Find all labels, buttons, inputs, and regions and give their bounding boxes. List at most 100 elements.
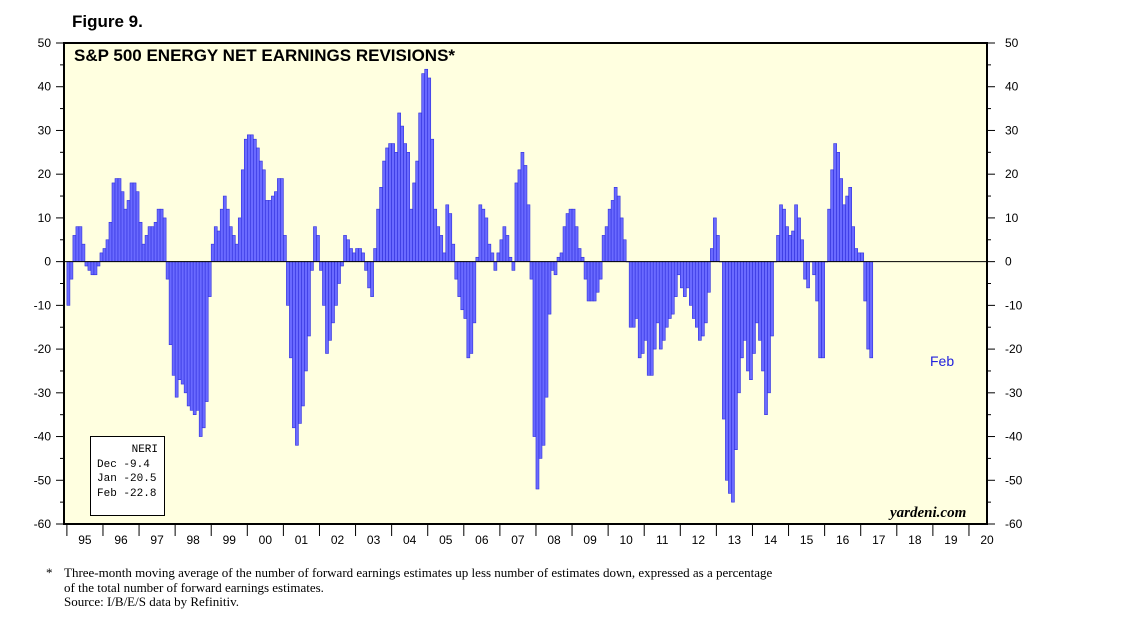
x-tick-label: 15 — [800, 533, 814, 547]
bar — [292, 261, 296, 429]
bar — [256, 147, 260, 262]
bar — [616, 195, 621, 262]
footnote-line: Source: I/B/E/S data by Refinitiv. — [64, 594, 239, 609]
bar — [508, 256, 513, 262]
bar — [707, 261, 711, 293]
bar — [481, 208, 486, 262]
bar — [403, 143, 407, 262]
plot-frame — [63, 42, 988, 525]
bar — [192, 261, 197, 415]
bar — [183, 261, 188, 394]
bar — [189, 261, 194, 411]
legend-value: -20.5 — [123, 473, 157, 485]
x-tick-label: 03 — [367, 533, 381, 547]
bar — [640, 261, 645, 354]
legend-row: Dec -9.4 — [97, 458, 158, 473]
bar — [213, 226, 218, 262]
bar — [695, 261, 699, 328]
bar — [562, 226, 567, 262]
x-tick-label: 16 — [836, 533, 850, 547]
bar — [138, 221, 143, 262]
x-tick-label: 98 — [186, 533, 200, 547]
bar — [794, 204, 798, 262]
bar — [313, 226, 317, 262]
bar — [661, 261, 666, 341]
x-tick-label: 00 — [259, 533, 273, 547]
bar — [782, 208, 786, 262]
bar — [821, 261, 825, 359]
figure-label: Figure 9. — [72, 12, 143, 31]
bar — [316, 235, 320, 262]
bar — [117, 178, 122, 262]
bar — [397, 112, 401, 262]
bar — [69, 261, 74, 280]
bar — [818, 261, 822, 359]
bar — [592, 261, 597, 302]
bar — [749, 261, 753, 381]
bar — [689, 261, 693, 306]
bar — [102, 248, 107, 262]
bar — [827, 208, 831, 262]
bar — [728, 261, 732, 494]
x-tick-label: 11 — [656, 533, 669, 547]
bar — [144, 235, 149, 262]
bar — [436, 226, 441, 262]
bar — [737, 261, 741, 394]
y-tick-label: -30 — [1005, 386, 1023, 400]
bar — [277, 178, 281, 262]
bar — [228, 226, 233, 262]
bar — [848, 187, 852, 262]
bar — [343, 235, 347, 262]
bar — [289, 261, 293, 359]
bar — [210, 243, 215, 262]
bar — [725, 261, 729, 481]
x-tick-label: 17 — [872, 533, 886, 547]
x-tick-label: 95 — [78, 533, 92, 547]
bar — [198, 261, 203, 437]
bar — [860, 252, 865, 262]
bar — [845, 195, 849, 262]
legend-month: Jan — [97, 473, 117, 485]
x-axis: 95 96 97 98 99 00 01 02 03 04 05 06 07 08 09 10 11 12 13 14… — [78, 533, 994, 547]
bar — [165, 261, 170, 280]
bar — [655, 261, 660, 324]
bar — [776, 235, 780, 262]
bar — [761, 261, 765, 372]
bar — [262, 169, 266, 262]
y-tick-label: 30 — [1005, 123, 1019, 137]
bar — [162, 217, 167, 262]
bar — [463, 261, 468, 319]
bar — [373, 248, 377, 262]
bar — [493, 261, 498, 271]
y-tick-label: -30 — [34, 386, 52, 400]
bar — [646, 261, 651, 376]
bar — [108, 221, 113, 262]
x-tick-label: 13 — [728, 533, 742, 547]
bar — [755, 261, 759, 324]
bar — [637, 261, 642, 359]
bar — [406, 152, 410, 262]
x-tick-label: 05 — [439, 533, 453, 547]
bar — [201, 261, 206, 429]
bar — [598, 261, 603, 280]
bar — [553, 261, 558, 276]
bar — [734, 261, 738, 450]
bar — [722, 261, 726, 420]
bar — [243, 138, 248, 262]
y-tick-label: -60 — [34, 517, 52, 531]
bar — [150, 226, 155, 262]
y-tick-label: -20 — [1005, 342, 1023, 356]
bar — [442, 252, 447, 262]
bar — [225, 208, 230, 262]
bar — [746, 261, 750, 372]
bar — [643, 261, 648, 341]
bar — [120, 191, 125, 262]
bar — [216, 230, 221, 262]
x-tick-label: 19 — [944, 533, 958, 547]
y-tick-label: 20 — [38, 167, 52, 181]
bar — [499, 239, 504, 262]
bar — [87, 261, 92, 271]
bar — [156, 208, 161, 262]
bar — [487, 243, 492, 262]
